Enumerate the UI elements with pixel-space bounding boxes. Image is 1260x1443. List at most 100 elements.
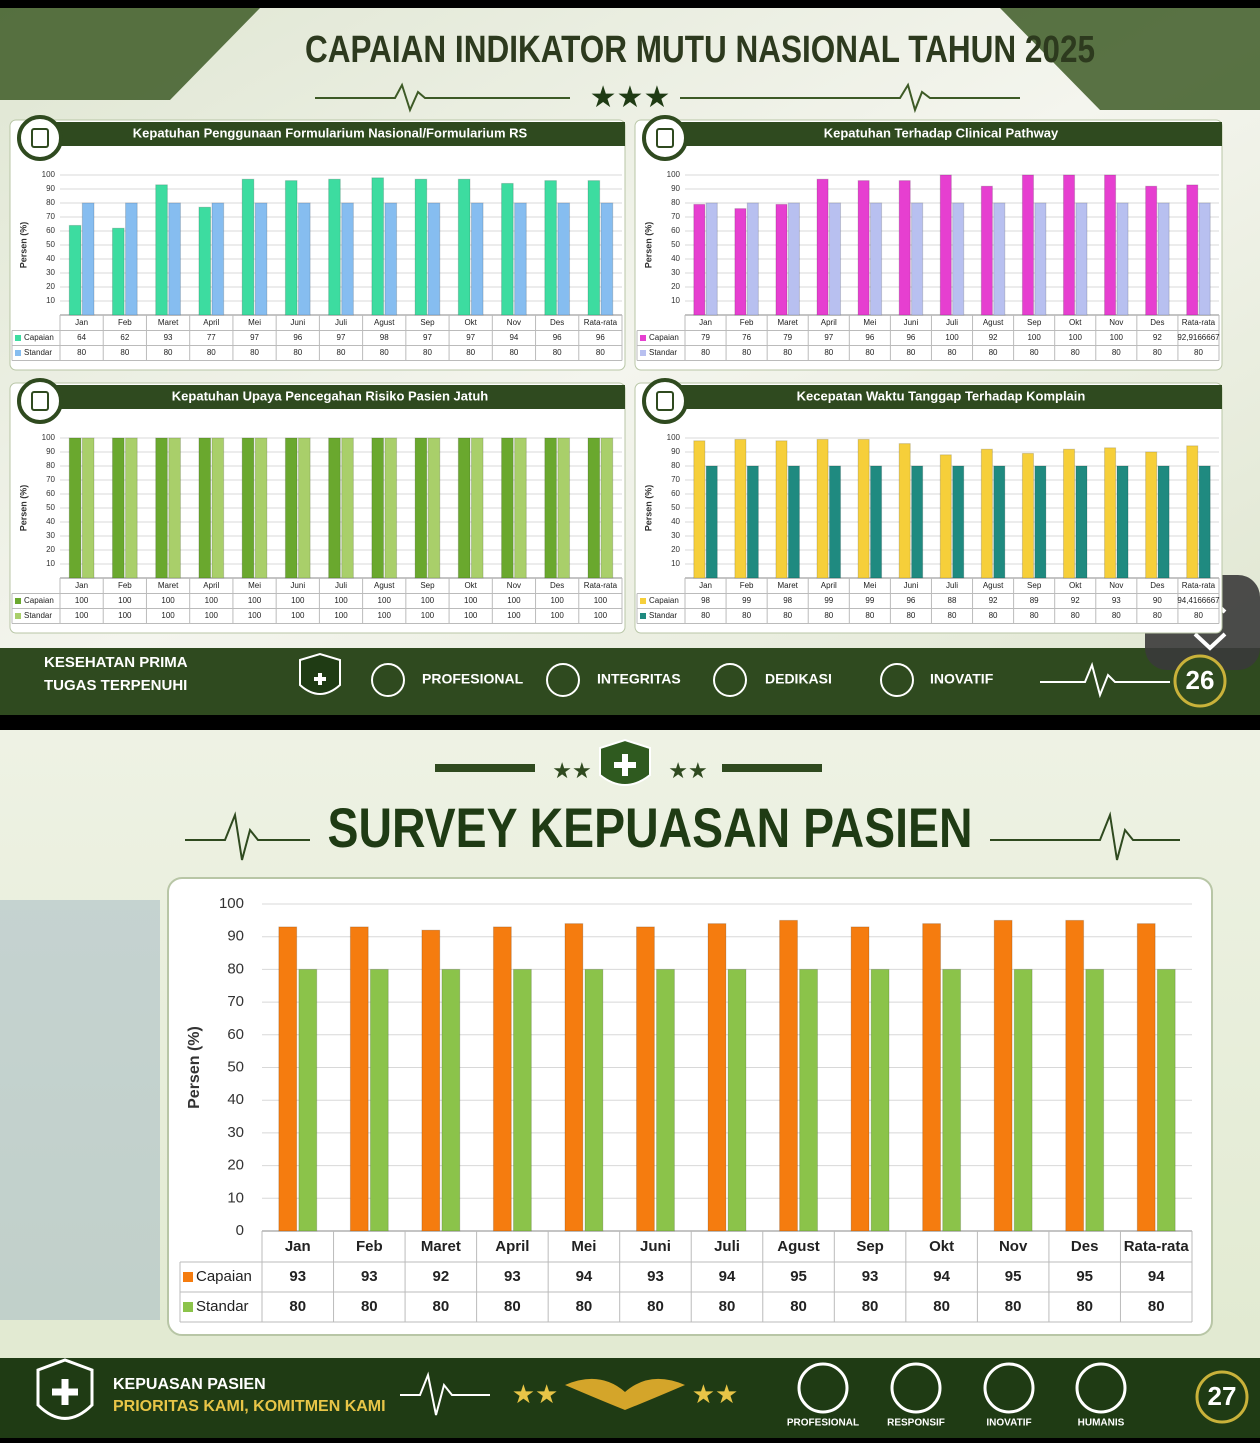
legend-label: Capaian	[649, 596, 679, 605]
x-tick-label: Agust	[983, 581, 1004, 590]
table-value: 99	[824, 596, 833, 605]
x-tick-label: Maret	[421, 1238, 461, 1255]
hospital-illustration	[0, 900, 160, 1320]
table-value: 97	[250, 333, 259, 342]
bar	[284, 180, 298, 316]
table-value: 80	[1076, 1298, 1093, 1315]
x-tick-label: Rata-rata	[1124, 1238, 1190, 1255]
x-tick-label: April	[821, 581, 837, 590]
chart-header	[35, 385, 625, 409]
legend-label: Standar	[649, 611, 677, 620]
bar	[198, 437, 212, 579]
chart-icon	[642, 378, 688, 424]
y-tick-label: 80	[46, 198, 55, 207]
table-value: 100	[464, 596, 478, 605]
y-axis-label: Persen (%)	[18, 222, 28, 269]
y-tick-label: 50	[671, 240, 680, 249]
table-value: 80	[1194, 611, 1203, 620]
bar	[254, 437, 268, 579]
table-value: 99	[865, 596, 874, 605]
table-value: 80	[1071, 611, 1080, 620]
bar	[1034, 465, 1047, 579]
bar	[584, 968, 604, 1232]
table-value: 80	[423, 348, 432, 357]
bar	[727, 968, 747, 1232]
legend-swatch	[15, 598, 21, 604]
bar	[68, 437, 82, 579]
bar	[241, 437, 255, 579]
x-tick-label: Okt	[1069, 581, 1082, 590]
x-tick-label: Sep	[856, 1238, 884, 1255]
bar	[787, 202, 800, 316]
chart-icon	[17, 115, 63, 161]
y-tick-label: 70	[46, 475, 55, 484]
bar	[952, 202, 965, 316]
chart-header	[660, 122, 1222, 146]
footer-value: PROFESIONAL	[422, 671, 524, 687]
table-value: 100	[334, 596, 348, 605]
y-tick-label: 80	[671, 198, 680, 207]
bar	[870, 465, 883, 579]
bar	[705, 465, 718, 579]
table-value: 80	[1194, 348, 1203, 357]
bar	[587, 437, 601, 579]
table-value: 76	[742, 333, 751, 342]
table-value: 80	[783, 611, 792, 620]
x-tick-label: Mei	[863, 318, 876, 327]
x-tick-label: Jan	[699, 581, 712, 590]
table-value: 100	[118, 596, 132, 605]
table-value: 80	[1030, 611, 1039, 620]
heartbeat-line	[185, 811, 310, 861]
bar	[278, 926, 298, 1232]
bar	[600, 437, 614, 579]
bar	[427, 202, 441, 316]
table-value: 96	[906, 333, 915, 342]
bar	[297, 437, 311, 579]
bar	[828, 202, 842, 316]
table-value: 80	[906, 348, 915, 357]
legend-swatch	[183, 1302, 193, 1312]
x-tick-label: Des	[550, 318, 564, 327]
legend-label: Standar	[24, 348, 52, 357]
y-tick-label: 40	[671, 517, 680, 526]
bar	[656, 968, 675, 1232]
chart-header	[35, 122, 625, 146]
bar	[111, 437, 125, 579]
table-value: 79	[783, 333, 792, 342]
y-tick-label: 10	[46, 296, 55, 305]
table-value: 80	[1153, 611, 1162, 620]
bar	[705, 202, 718, 316]
x-tick-label: April	[203, 581, 219, 590]
bar	[384, 202, 398, 316]
chart-icon-glyph	[31, 128, 49, 148]
bar	[1075, 202, 1088, 316]
table-value: 80	[1112, 611, 1121, 620]
table-value: 80	[865, 348, 874, 357]
bar	[746, 465, 759, 579]
y-tick-label: 50	[671, 503, 680, 512]
y-tick-label: 40	[46, 517, 55, 526]
y-tick-label: 40	[46, 254, 55, 263]
heartbeat-line	[315, 82, 570, 113]
bar	[828, 465, 842, 579]
table-value: 97	[337, 333, 346, 342]
table-value: 80	[1071, 348, 1080, 357]
table-value: 100	[205, 596, 219, 605]
legend-label: Standar	[24, 611, 52, 620]
footer-value: HUMANIS	[1078, 1418, 1125, 1429]
table-value: 80	[250, 348, 259, 357]
bar	[492, 926, 512, 1232]
x-tick-label: Okt	[464, 318, 477, 327]
bar	[384, 437, 398, 579]
legend-label: Capaian	[196, 1268, 252, 1285]
x-tick-label: April	[821, 318, 837, 327]
table-value: 77	[207, 333, 216, 342]
y-tick-label: 90	[46, 184, 55, 193]
bar	[734, 208, 747, 316]
table-value: 95	[1076, 1268, 1093, 1285]
bar	[557, 437, 571, 579]
y-tick-label: 40	[227, 1091, 244, 1108]
y-axis-label: Persen (%)	[186, 1026, 203, 1109]
table-value: 80	[824, 611, 833, 620]
bar	[371, 177, 385, 316]
